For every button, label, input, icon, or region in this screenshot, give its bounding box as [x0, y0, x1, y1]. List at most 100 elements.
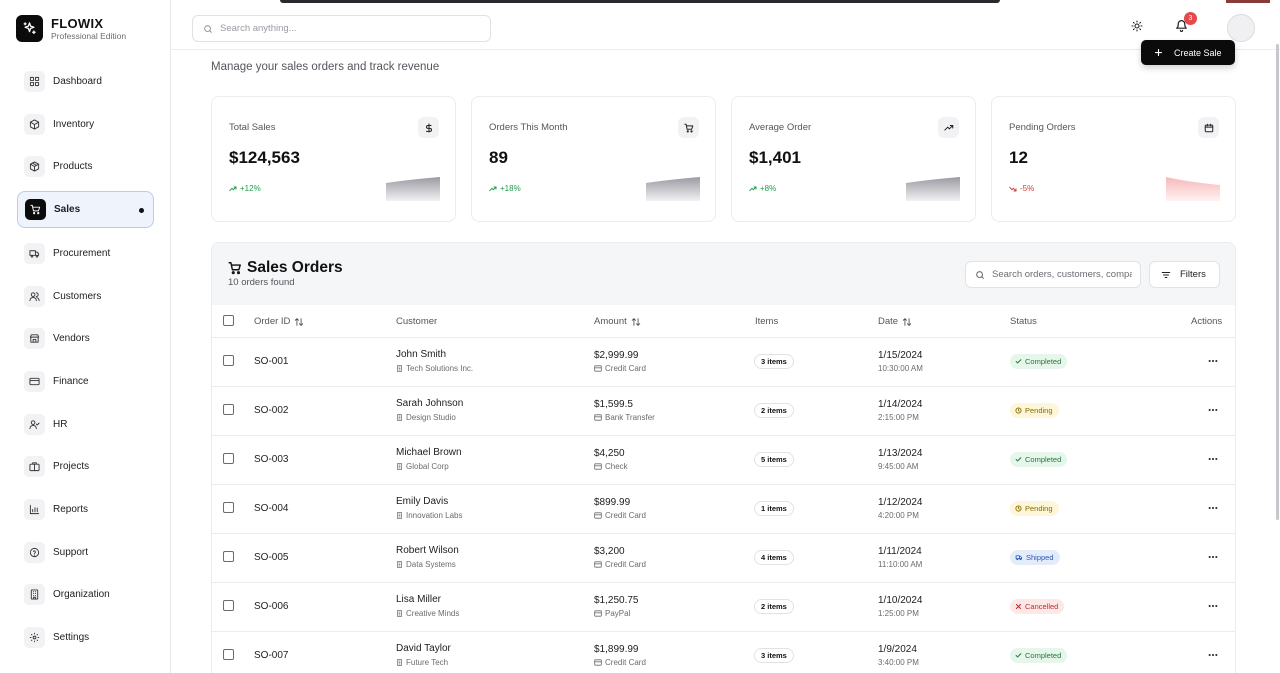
- sort-icon: [902, 317, 912, 326]
- order-time: 11:10:00 AM: [878, 560, 923, 569]
- create-sale-button[interactable]: Create Sale: [1141, 40, 1235, 65]
- row-checkbox[interactable]: [223, 551, 234, 562]
- table-row[interactable]: SO-005 Robert Wilson Data Systems $3,200…: [212, 534, 1235, 583]
- table-row[interactable]: SO-003 Michael Brown Global Corp $4,250 …: [212, 436, 1235, 485]
- order-date: 1/10/2024: [878, 595, 923, 606]
- filters-button[interactable]: Filters: [1149, 261, 1220, 288]
- row-checkbox[interactable]: [223, 600, 234, 611]
- cart-icon: [25, 199, 46, 220]
- users-icon: [24, 286, 45, 307]
- gear-icon: [24, 627, 45, 648]
- sidebar-item-label: Inventory: [53, 119, 95, 130]
- company-label: Innovation Labs: [406, 511, 463, 520]
- table-header: Order ID Customer Amount Items Date Stat…: [212, 305, 1235, 338]
- sidebar-item-dashboard[interactable]: Dashboard: [17, 63, 154, 100]
- sparkle-icon: [16, 15, 43, 42]
- trending-up-icon: [749, 186, 757, 191]
- payment-method: Credit Card: [594, 560, 646, 569]
- row-checkbox[interactable]: [223, 453, 234, 464]
- row-checkbox[interactable]: [223, 355, 234, 366]
- sidebar-item-customers[interactable]: Customers: [17, 278, 154, 315]
- more-actions-button[interactable]: [1208, 503, 1218, 513]
- page-subtitle: Manage your sales orders and track reven…: [211, 61, 440, 73]
- status-label: Pending: [1025, 406, 1053, 415]
- search-icon: [204, 24, 212, 33]
- sidebar-item-label: Settings: [53, 632, 90, 643]
- customer-name: Robert Wilson: [396, 545, 459, 556]
- stat-change: +8%: [749, 184, 776, 193]
- more-actions-button[interactable]: [1208, 356, 1218, 366]
- row-checkbox[interactable]: [223, 649, 234, 660]
- stat-title: Total Sales: [229, 122, 276, 133]
- column-label: Actions: [1191, 316, 1223, 327]
- sparkline: [906, 177, 960, 201]
- stat-title: Orders This Month: [489, 122, 568, 133]
- order-id: SO-005: [254, 552, 289, 563]
- sidebar-item-support[interactable]: Support: [17, 534, 154, 571]
- more-actions-button[interactable]: [1208, 601, 1218, 611]
- stat-change: +18%: [489, 184, 521, 193]
- column-date[interactable]: Date: [878, 316, 912, 327]
- trending-up-icon: [229, 186, 237, 191]
- table-row[interactable]: SO-002 Sarah Johnson Design Studio $1,59…: [212, 387, 1235, 436]
- order-id: SO-003: [254, 454, 289, 465]
- column-amount[interactable]: Amount: [594, 316, 641, 327]
- sidebar-item-hr[interactable]: HR: [17, 406, 154, 443]
- scrollbar[interactable]: [1276, 44, 1279, 520]
- row-checkbox[interactable]: [223, 502, 234, 513]
- table-row[interactable]: SO-004 Emily Davis Innovation Labs $899.…: [212, 485, 1235, 534]
- active-indicator: [139, 208, 144, 213]
- global-search-input[interactable]: [220, 23, 470, 34]
- column-label: Order ID: [254, 316, 291, 327]
- trending-up-icon: [489, 186, 497, 191]
- sidebar-item-products[interactable]: Products: [17, 148, 154, 185]
- payment-label: Credit Card: [605, 511, 646, 520]
- status-label: Completed: [1025, 455, 1062, 464]
- table-row[interactable]: SO-001 John Smith Tech Solutions Inc. $2…: [212, 338, 1235, 387]
- sun-icon[interactable]: [1131, 20, 1143, 32]
- sidebar-item-finance[interactable]: Finance: [17, 363, 154, 400]
- order-amount: $4,250: [594, 448, 625, 459]
- top-bar: 3: [171, 0, 1280, 50]
- order-time: 4:20:00 PM: [878, 511, 919, 520]
- sidebar-item-inventory[interactable]: Inventory: [17, 106, 154, 143]
- sidebar-item-label: Products: [53, 161, 93, 172]
- orders-search-input[interactable]: [992, 269, 1132, 280]
- column-label: Items: [755, 316, 779, 327]
- sidebar-item-reports[interactable]: Reports: [17, 491, 154, 528]
- global-search[interactable]: [192, 15, 491, 42]
- credit-card-icon: [24, 371, 45, 392]
- brand[interactable]: FLOWIX Professional Edition: [16, 15, 126, 42]
- sparkline: [386, 177, 440, 201]
- orders-search[interactable]: [965, 261, 1141, 288]
- sidebar-item-organization[interactable]: Organization: [17, 576, 154, 613]
- sidebar-item-label: Customers: [53, 291, 102, 302]
- more-horizontal-icon: [1208, 457, 1218, 461]
- stat-value: $124,563: [229, 148, 300, 167]
- column-order-id[interactable]: Order ID: [254, 316, 304, 327]
- grid-icon: [24, 71, 45, 92]
- sidebar-item-settings[interactable]: Settings: [17, 619, 154, 656]
- column-items: Items: [755, 316, 778, 327]
- bell-icon[interactable]: [1175, 19, 1188, 32]
- order-amount: $3,200: [594, 546, 625, 557]
- select-all-checkbox[interactable]: [223, 315, 234, 326]
- clock-icon: [1015, 407, 1022, 414]
- sidebar-item-projects[interactable]: Projects: [17, 448, 154, 485]
- table-row[interactable]: SO-007 David Taylor Future Tech $1,899.9…: [212, 632, 1235, 673]
- sidebar-item-sales[interactable]: Sales: [17, 191, 154, 228]
- sidebar-item-procurement[interactable]: Procurement: [17, 235, 154, 272]
- create-sale-label: Create Sale: [1174, 47, 1222, 58]
- more-actions-button[interactable]: [1208, 650, 1218, 660]
- row-checkbox[interactable]: [223, 404, 234, 415]
- more-actions-button[interactable]: [1208, 454, 1218, 464]
- more-actions-button[interactable]: [1208, 552, 1218, 562]
- items-badge: 4 items: [754, 550, 794, 565]
- status-badge: Completed: [1010, 354, 1068, 369]
- customer-company: Future Tech: [396, 658, 448, 667]
- sidebar-item-vendors[interactable]: Vendors: [17, 320, 154, 357]
- table-row[interactable]: SO-006 Lisa Miller Creative Minds $1,250…: [212, 583, 1235, 632]
- more-actions-button[interactable]: [1208, 405, 1218, 415]
- avatar[interactable]: [1227, 14, 1255, 42]
- customer-name: David Taylor: [396, 643, 451, 654]
